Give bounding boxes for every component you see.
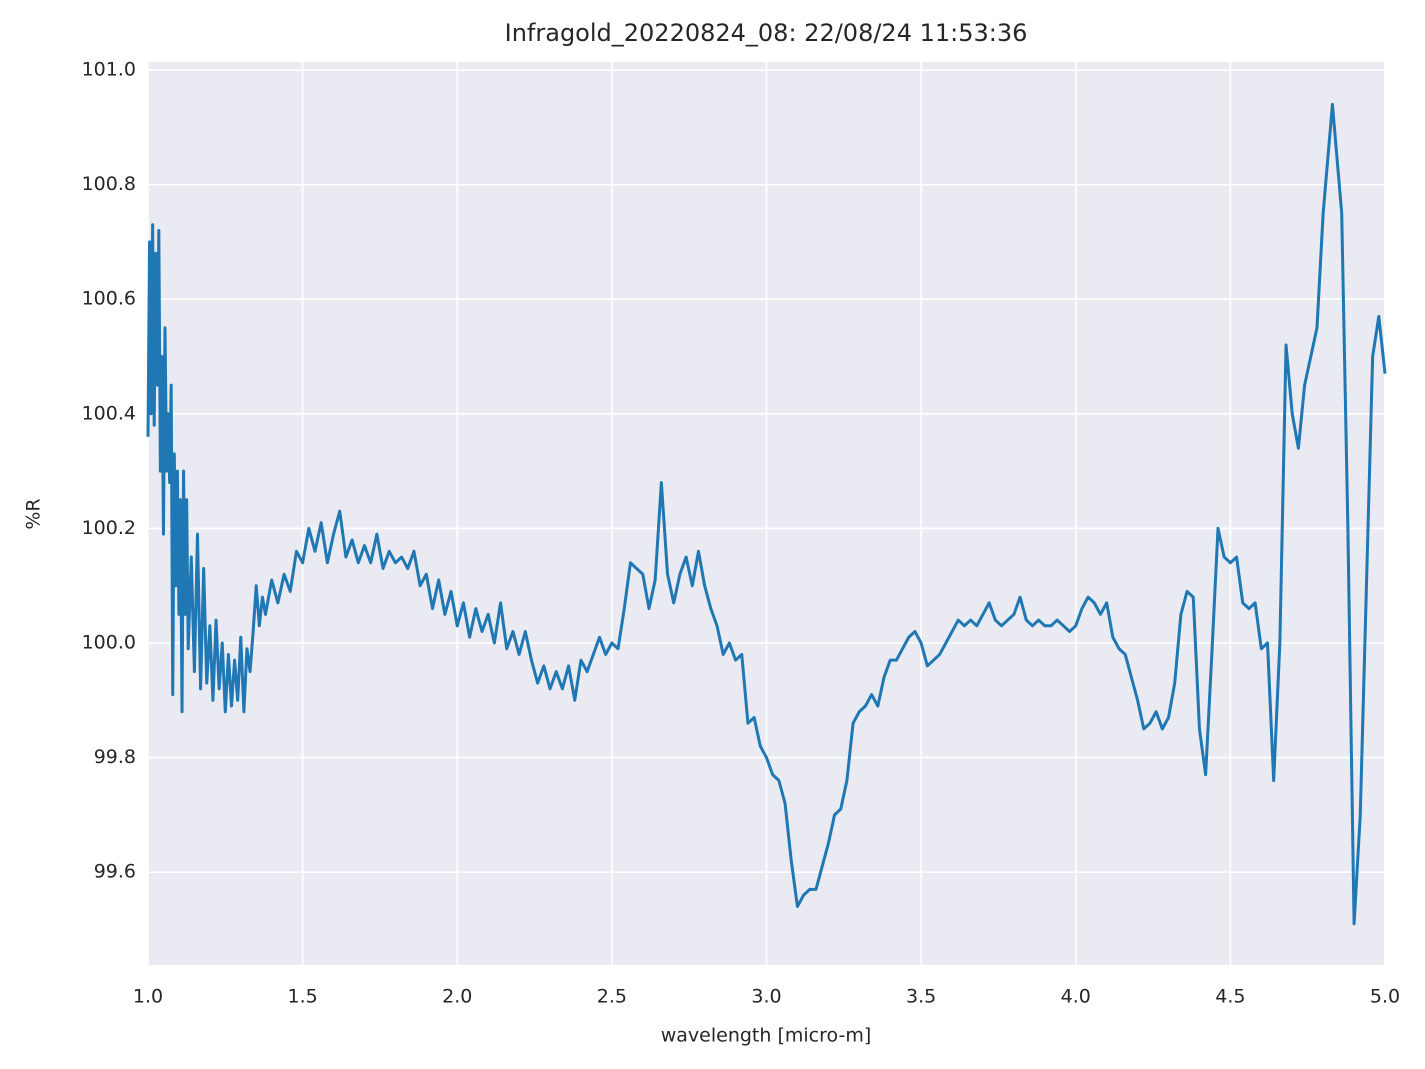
y-tick-label: 100.4 bbox=[82, 402, 136, 424]
y-tick-label: 99.6 bbox=[94, 861, 136, 883]
x-tick-label: 2.5 bbox=[597, 986, 627, 1008]
lines bbox=[146, 102, 1387, 926]
x-tick-label: 3.0 bbox=[751, 986, 781, 1008]
y-tick-label: 100.0 bbox=[82, 631, 136, 653]
y-tick-label: 100.8 bbox=[82, 173, 136, 195]
y-tick-label: 100.2 bbox=[82, 517, 136, 539]
x-tick-label: 5.0 bbox=[1370, 986, 1400, 1008]
y-tick-label: 100.6 bbox=[82, 288, 136, 310]
x-axis-label: wavelength [micro-m] bbox=[661, 1025, 872, 1047]
x-tick-label: 4.5 bbox=[1215, 986, 1245, 1008]
data-line bbox=[146, 102, 1387, 926]
x-tick-label: 1.0 bbox=[133, 986, 163, 1008]
y-axis-label: %R bbox=[23, 498, 45, 529]
y-tick-label: 101.0 bbox=[82, 59, 136, 81]
x-tick-label: 2.0 bbox=[442, 986, 472, 1008]
x-tick-label: 3.5 bbox=[906, 986, 936, 1008]
y-tick-label: 99.8 bbox=[94, 746, 136, 768]
chart-title: Infragold_20220824_08: 22/08/24 11:53:36 bbox=[505, 19, 1028, 47]
x-tick-label: 4.0 bbox=[1061, 986, 1091, 1008]
x-tick-label: 1.5 bbox=[288, 986, 318, 1008]
